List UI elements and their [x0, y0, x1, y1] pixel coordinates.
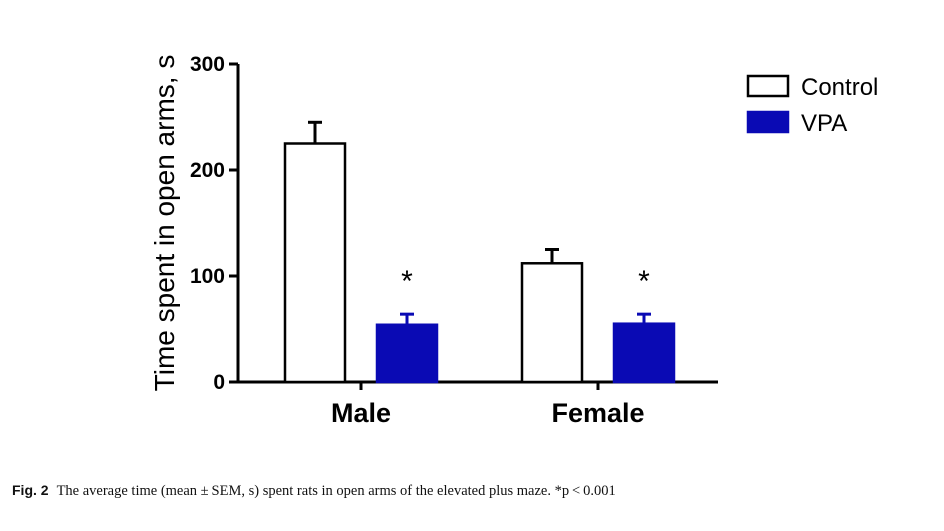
legend-label-control: Control: [801, 74, 878, 101]
bar-vpa-female: [612, 322, 676, 384]
axes: 0 100 200 300 Male Female: [190, 53, 718, 428]
legend-swatch-vpa: [746, 110, 790, 134]
y-tick-label: 0: [213, 371, 225, 394]
legend: Control VPA: [746, 74, 878, 137]
legend-label-vpa: VPA: [801, 110, 847, 137]
bars: * *: [283, 120, 676, 384]
significance-marker: *: [638, 265, 650, 298]
bar-control-male: [283, 142, 347, 384]
bar-control-female: [520, 262, 584, 384]
figure-caption: Fig. 2 The average time (mean ± SEM, s) s…: [12, 482, 616, 500]
caption-text: The average time (mean ± SEM, s) spent r…: [56, 483, 616, 499]
bar-vpa-male: [375, 323, 439, 384]
figure-label: Fig. 2: [12, 482, 49, 498]
y-tick-label: 100: [190, 265, 225, 288]
x-category-label: Male: [331, 398, 391, 428]
significance-marker: *: [401, 265, 413, 298]
x-category-label: Female: [551, 398, 644, 428]
y-tick-label: 200: [190, 159, 225, 182]
y-tick-label: 300: [190, 53, 225, 76]
legend-swatch-control: [746, 74, 790, 98]
y-axis-label: Time spent in open arms, s: [149, 55, 180, 392]
